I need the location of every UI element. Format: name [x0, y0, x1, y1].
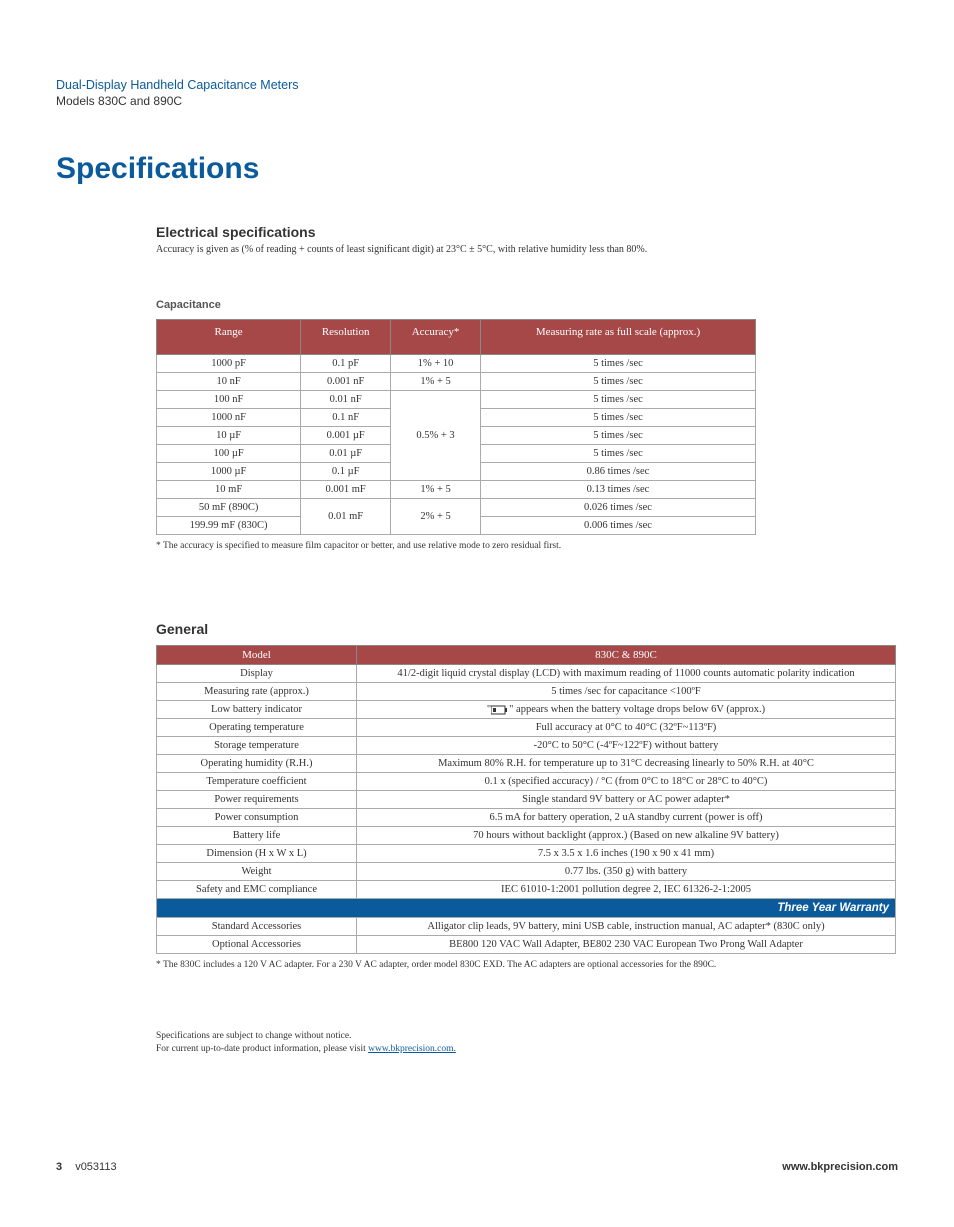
table-cell: Display [157, 665, 357, 683]
table-cell: 100 nF [157, 391, 301, 409]
table-cell: 5 times /sec [480, 391, 755, 409]
table-cell: Full accuracy at 0°C to 40°C (32ºF~113ºF… [357, 719, 896, 737]
table-cell: 5 times /sec [480, 445, 755, 463]
table-cell: 1% + 10 [391, 355, 481, 373]
table-cell: 50 mF (890C) [157, 499, 301, 517]
page-number: 3 [56, 1161, 62, 1173]
page-title: Specifications [56, 152, 898, 186]
capacitance-title: Capacitance [156, 299, 898, 311]
table-cell: 1% + 5 [391, 373, 481, 391]
general-table: Model 830C & 890C Display41/2-digit liqu… [156, 645, 896, 954]
low-battery-cell: "" appears when the battery voltage drop… [357, 701, 896, 719]
table-cell: 0.1 µF [301, 463, 391, 481]
table-cell: Temperature coefficient [157, 773, 357, 791]
table-cell: 1000 nF [157, 409, 301, 427]
capacitance-table: Range Resolution Accuracy* Measuring rat… [156, 319, 756, 535]
table-cell: Measuring rate (approx.) [157, 683, 357, 701]
cap-col-range: Range [157, 320, 301, 355]
accuracy-note: Accuracy is given as (% of reading + cou… [156, 244, 898, 255]
table-cell: Weight [157, 863, 357, 881]
table-cell: 41/2-digit liquid crystal display (LCD) … [357, 665, 896, 683]
footer-url: www.bkprecision.com [782, 1161, 898, 1173]
table-cell: 0.13 times /sec [480, 481, 755, 499]
table-cell: 70 hours without backlight (approx.) (Ba… [357, 827, 896, 845]
table-cell: 5 times /sec [480, 355, 755, 373]
doc-title: Dual-Display Handheld Capacitance Meters [56, 78, 898, 92]
general-footnote: * The 830C includes a 120 V AC adapter. … [156, 960, 898, 970]
table-cell: BE800 120 VAC Wall Adapter, BE802 230 VA… [357, 936, 896, 954]
table-cell: 10 nF [157, 373, 301, 391]
change-line1: Specifications are subject to change wit… [156, 1030, 898, 1043]
table-cell: -20°C to 50°C (-4ºF~122ºF) without batte… [357, 737, 896, 755]
change-note: Specifications are subject to change wit… [156, 1030, 898, 1057]
table-cell: 0.77 lbs. (350 g) with battery [357, 863, 896, 881]
table-cell: 0.86 times /sec [480, 463, 755, 481]
lb-suffix: " appears when the battery voltage drops… [509, 704, 765, 715]
table-cell: 0.01 nF [301, 391, 391, 409]
table-cell: 5 times /sec for capacitance <100ºF [357, 683, 896, 701]
table-cell: 5 times /sec [480, 427, 755, 445]
table-cell: 0.01 mF [301, 499, 391, 535]
change-line2: For current up-to-date product informati… [156, 1043, 898, 1056]
table-cell: Battery life [157, 827, 357, 845]
table-cell: 1000 µF [157, 463, 301, 481]
table-cell: Dimension (H x W x L) [157, 845, 357, 863]
table-cell: Storage temperature [157, 737, 357, 755]
table-cell: 0.1 pF [301, 355, 391, 373]
table-cell: 0.006 times /sec [480, 517, 755, 535]
table-cell: IEC 61010-1:2001 pollution degree 2, IEC… [357, 881, 896, 899]
bkprecision-link[interactable]: www.bkprecision.com. [368, 1044, 456, 1054]
footer-left: 3 v053113 [56, 1161, 117, 1173]
table-cell: 0.001 nF [301, 373, 391, 391]
capacitance-footnote: * The accuracy is specified to measure f… [156, 541, 898, 551]
battery-icon [491, 705, 509, 715]
footer: 3 v053113 www.bkprecision.com [56, 1161, 898, 1173]
table-cell: Power requirements [157, 791, 357, 809]
table-cell: Operating temperature [157, 719, 357, 737]
table-cell: Alligator clip leads, 9V battery, mini U… [357, 918, 896, 936]
table-cell: Optional Accessories [157, 936, 357, 954]
doc-subtitle: Models 830C and 890C [56, 94, 898, 108]
table-cell: Operating humidity (R.H.) [157, 755, 357, 773]
table-cell: 0.5% + 3 [391, 391, 481, 481]
change-line2-pre: For current up-to-date product informati… [156, 1044, 368, 1054]
table-cell: 10 mF [157, 481, 301, 499]
table-cell: 0.001 µF [301, 427, 391, 445]
table-cell: Safety and EMC compliance [157, 881, 357, 899]
table-cell: 199.99 mF (830C) [157, 517, 301, 535]
table-cell: Power consumption [157, 809, 357, 827]
table-cell: Low battery indicator [157, 701, 357, 719]
table-cell: 1% + 5 [391, 481, 481, 499]
cap-col-res: Resolution [301, 320, 391, 355]
table-cell: 0.01 µF [301, 445, 391, 463]
table-cell: 0.026 times /sec [480, 499, 755, 517]
warranty-banner: Three Year Warranty [157, 899, 896, 918]
table-cell: Standard Accessories [157, 918, 357, 936]
table-cell: 7.5 x 3.5 x 1.6 inches (190 x 90 x 41 mm… [357, 845, 896, 863]
table-cell: 1000 pF [157, 355, 301, 373]
cap-col-rate: Measuring rate as full scale (approx.) [480, 320, 755, 355]
table-cell: 0.001 mF [301, 481, 391, 499]
electrical-heading: Electrical specifications [156, 224, 898, 240]
table-cell: 5 times /sec [480, 373, 755, 391]
gen-col-value: 830C & 890C [357, 646, 896, 665]
table-cell: 10 µF [157, 427, 301, 445]
version: v053113 [75, 1161, 116, 1173]
general-heading: General [156, 621, 898, 637]
cap-col-acc: Accuracy* [391, 320, 481, 355]
table-cell: Single standard 9V battery or AC power a… [357, 791, 896, 809]
table-cell: 0.1 x (specified accuracy) / °C (from 0°… [357, 773, 896, 791]
table-cell: 0.1 nF [301, 409, 391, 427]
gen-col-model: Model [157, 646, 357, 665]
table-cell: 5 times /sec [480, 409, 755, 427]
table-cell: Maximum 80% R.H. for temperature up to 3… [357, 755, 896, 773]
table-cell: 100 µF [157, 445, 301, 463]
table-cell: 2% + 5 [391, 499, 481, 535]
table-cell: 6.5 mA for battery operation, 2 uA stand… [357, 809, 896, 827]
